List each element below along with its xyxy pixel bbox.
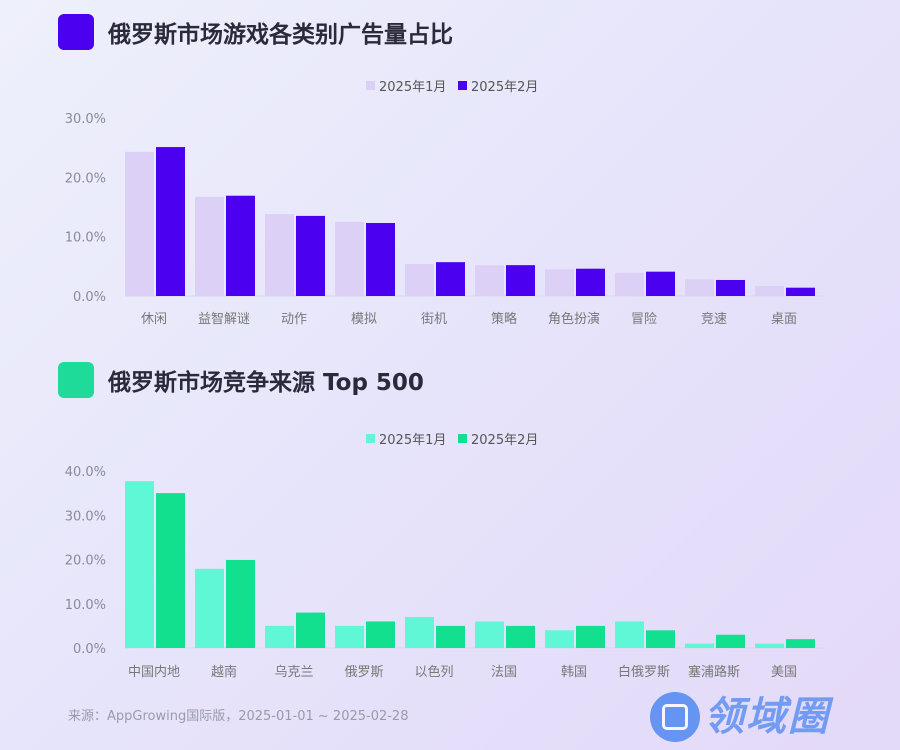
bar-feb xyxy=(156,493,185,648)
bar-jan xyxy=(615,621,644,648)
legend-label: 2025年2月 xyxy=(471,433,538,448)
x-tick-label: 休闲 xyxy=(141,312,167,327)
legend-label: 2025年2月 xyxy=(471,80,538,95)
bar-jan xyxy=(265,214,294,296)
legend-label: 2025年1月 xyxy=(379,433,446,448)
x-tick-label: 塞浦路斯 xyxy=(688,664,740,680)
bar-feb xyxy=(576,268,605,296)
bar-feb xyxy=(646,630,675,648)
bar-jan xyxy=(335,221,364,296)
x-tick-label: 桌面 xyxy=(771,312,797,327)
bar-feb xyxy=(786,287,815,296)
bar-jan xyxy=(685,643,714,648)
source-note: 来源：AppGrowing国际版，2025-01-01 ~ 2025-02-28 xyxy=(68,709,409,724)
bar-feb xyxy=(716,634,745,648)
bar-feb xyxy=(646,271,675,296)
bar-feb xyxy=(716,279,745,296)
legend-swatch xyxy=(366,434,375,443)
legend-swatch xyxy=(458,434,467,443)
bar-jan xyxy=(755,285,784,296)
watermark-logo: 领域圈 xyxy=(650,692,830,742)
bar-jan xyxy=(405,263,434,296)
bar-jan xyxy=(195,196,224,296)
x-tick-label: 益智解谜 xyxy=(198,312,250,327)
bar-feb xyxy=(226,559,255,648)
x-tick-label: 越南 xyxy=(211,664,237,680)
bar-feb xyxy=(226,195,255,296)
bar-jan xyxy=(475,621,504,648)
bar-jan xyxy=(545,630,574,648)
bar-jan xyxy=(125,151,154,296)
y-tick-label: 40.0% xyxy=(65,465,106,480)
y-tick-label: 0.0% xyxy=(73,642,106,657)
chart1-title-text: 俄罗斯市场游戏各类别广告量占比 xyxy=(108,22,453,48)
bar-jan xyxy=(475,265,504,296)
bar-feb xyxy=(156,147,185,296)
x-tick-label: 乌克兰 xyxy=(274,664,313,680)
x-tick-label: 冒险 xyxy=(631,312,657,327)
chart1-title: 俄罗斯市场游戏各类别广告量占比 xyxy=(58,14,453,50)
chart2-title-text: 俄罗斯市场竞争来源 Top 500 xyxy=(108,370,424,396)
bar-jan xyxy=(265,625,294,648)
x-tick-label: 俄罗斯 xyxy=(344,665,383,680)
x-tick-label: 中国内地 xyxy=(128,664,180,680)
y-tick-label: 10.0% xyxy=(65,598,106,613)
bar-feb xyxy=(296,215,325,296)
y-tick-label: 10.0% xyxy=(65,231,106,246)
chart2-title: 俄罗斯市场竞争来源 Top 500 xyxy=(58,362,424,398)
bar-jan xyxy=(685,279,714,296)
bar-feb xyxy=(296,612,325,648)
bar-feb xyxy=(786,639,815,648)
bar-jan xyxy=(755,643,784,648)
x-tick-label: 以色列 xyxy=(414,664,453,680)
legend-label: 2025年1月 xyxy=(379,80,446,95)
x-tick-label: 动作 xyxy=(281,312,307,327)
bar-feb xyxy=(576,625,605,648)
bar-jan xyxy=(405,617,434,648)
title-marker xyxy=(58,362,94,398)
watermark-icon xyxy=(650,692,700,742)
y-tick-label: 20.0% xyxy=(65,171,106,186)
x-tick-label: 街机 xyxy=(421,312,447,327)
bar-jan xyxy=(195,568,224,648)
bar-feb xyxy=(366,621,395,648)
title-marker xyxy=(58,14,94,50)
watermark-text: 领域圈 xyxy=(704,694,830,740)
x-tick-label: 美国 xyxy=(771,665,797,680)
x-tick-label: 韩国 xyxy=(561,665,587,680)
y-tick-label: 0.0% xyxy=(73,290,106,305)
bar-jan xyxy=(125,481,154,648)
legend-swatch xyxy=(458,81,467,90)
x-tick-label: 白俄罗斯 xyxy=(618,664,670,680)
bar-feb xyxy=(506,625,535,648)
y-tick-label: 20.0% xyxy=(65,554,106,569)
bar-jan xyxy=(545,269,574,296)
bar-feb xyxy=(436,625,465,648)
x-tick-label: 模拟 xyxy=(351,312,377,327)
x-tick-label: 竞速 xyxy=(701,311,727,327)
y-tick-label: 30.0% xyxy=(65,112,106,127)
x-tick-label: 角色扮演 xyxy=(548,311,600,327)
bar-jan xyxy=(335,625,364,648)
bar-feb xyxy=(366,223,395,296)
legend-swatch xyxy=(366,81,375,90)
bar-feb xyxy=(506,265,535,296)
y-tick-label: 30.0% xyxy=(65,509,106,524)
x-tick-label: 策略 xyxy=(491,311,517,327)
x-tick-label: 法国 xyxy=(491,665,517,680)
bar-jan xyxy=(615,272,644,296)
bar-feb xyxy=(436,262,465,296)
